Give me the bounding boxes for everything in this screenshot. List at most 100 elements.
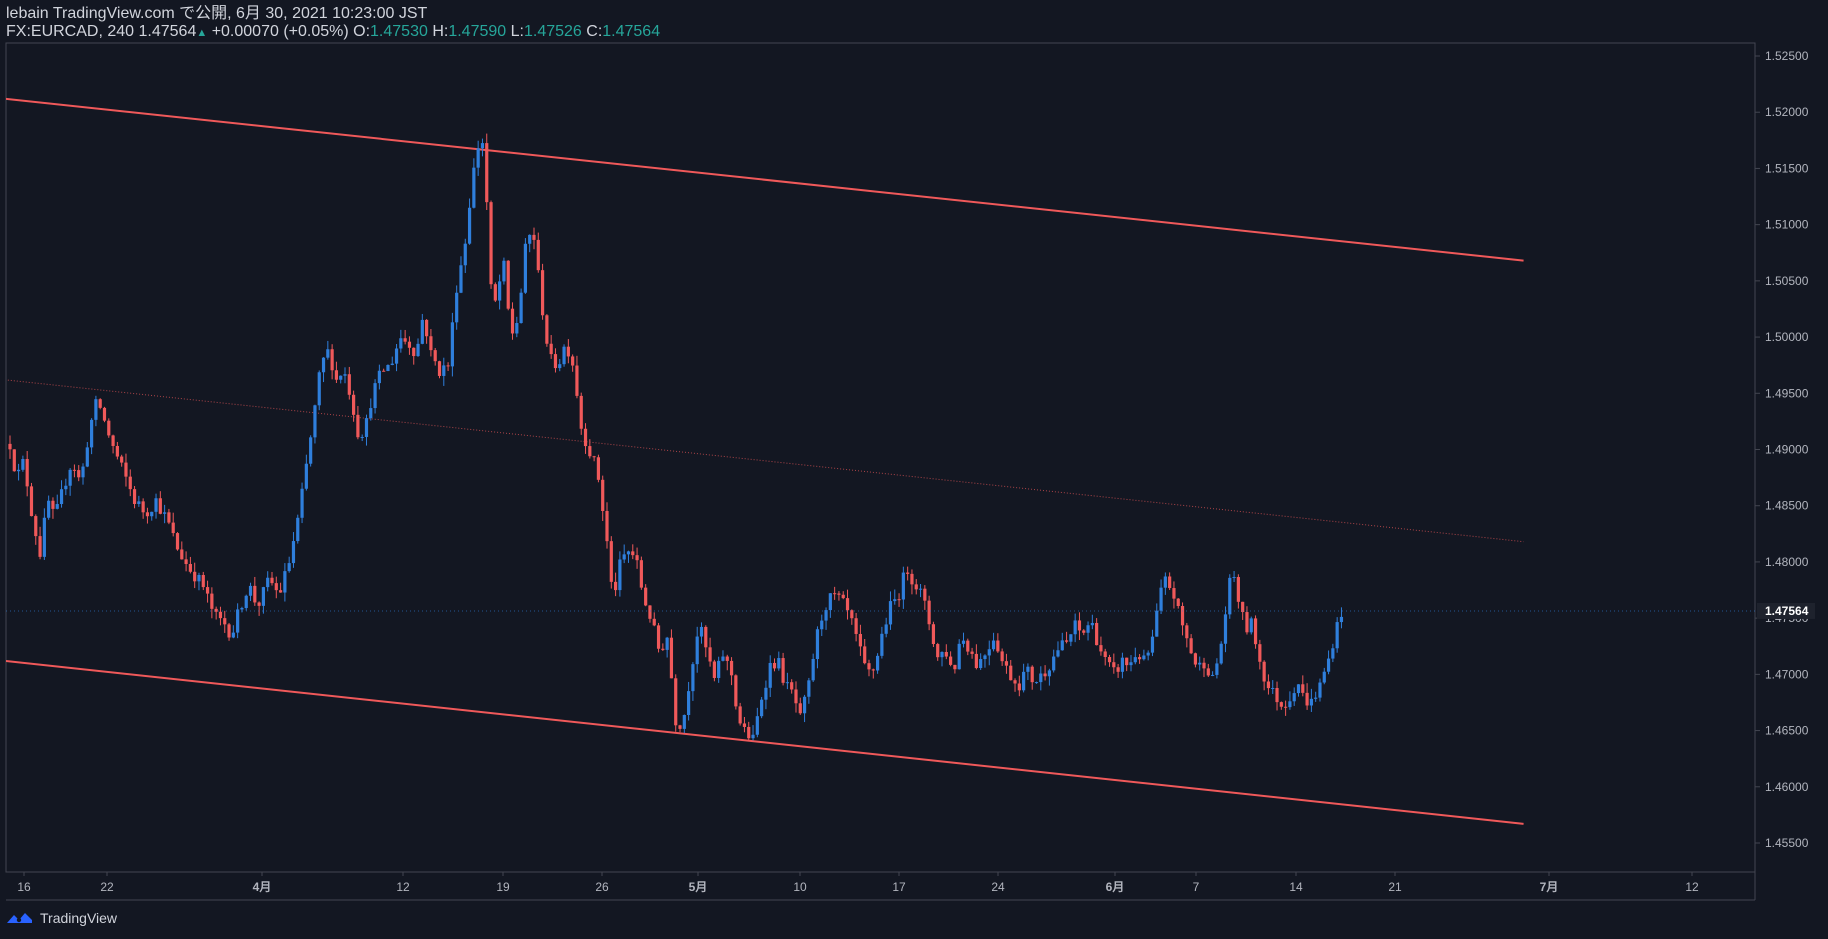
- candle-body: [1073, 620, 1077, 635]
- candle-body: [528, 234, 532, 244]
- candle-body: [94, 399, 98, 420]
- candle-body: [549, 343, 553, 355]
- candle-body: [278, 590, 283, 593]
- candle-body: [120, 456, 124, 463]
- candle-body: [1082, 630, 1086, 633]
- candle-body: [755, 716, 759, 735]
- candle-body: [463, 243, 467, 266]
- candle-body: [510, 308, 515, 334]
- candle-body: [369, 408, 373, 419]
- candle-body: [1271, 687, 1275, 689]
- candle-body: [1206, 668, 1210, 676]
- candle-body: [768, 662, 772, 688]
- candle-body: [712, 661, 716, 678]
- candle-body: [1077, 620, 1082, 631]
- candle-body: [858, 633, 863, 647]
- candle-body: [669, 637, 674, 679]
- candle-body: [1232, 577, 1236, 579]
- candle-body: [566, 346, 570, 357]
- candle-body: [691, 664, 695, 692]
- low-value: 1.47526: [523, 23, 582, 40]
- candle-body: [695, 636, 699, 665]
- candle-body: [1034, 682, 1039, 684]
- candle-body: [317, 372, 321, 406]
- symbol-label[interactable]: FX:EURCAD, 240: [6, 23, 135, 40]
- candle-body: [291, 541, 296, 564]
- candle-body: [266, 577, 270, 588]
- candle-body: [1172, 588, 1176, 599]
- candle-body: [1043, 673, 1047, 677]
- candle-body: [1266, 681, 1271, 689]
- time-tick-label: 5月: [689, 880, 708, 894]
- candle-body: [111, 435, 115, 446]
- candle-body: [459, 265, 463, 293]
- candle-body: [949, 656, 953, 665]
- candle-body: [412, 347, 416, 357]
- price-tick-label: 1.46000: [1765, 780, 1809, 794]
- candle-body: [540, 270, 545, 316]
- candle-body: [223, 618, 227, 625]
- time-tick-label: 24: [991, 880, 1005, 894]
- candle-body: [47, 500, 51, 518]
- candle-body: [1004, 661, 1009, 666]
- candle-body: [1223, 614, 1228, 644]
- candle-body: [210, 593, 214, 609]
- candle-body: [1064, 640, 1069, 642]
- price-tick-label: 1.46500: [1765, 724, 1809, 738]
- candle-body: [1305, 692, 1309, 706]
- time-tick-label: 26: [595, 880, 609, 894]
- close-value: 1.47564: [602, 23, 661, 40]
- candle-body: [1009, 665, 1013, 681]
- candle-body: [476, 148, 480, 168]
- candle-body: [987, 649, 991, 656]
- candle-body: [309, 437, 313, 464]
- candle-body: [936, 644, 940, 658]
- candle-body: [682, 714, 686, 729]
- candle-body: [1185, 625, 1189, 639]
- open-value: 1.47530: [370, 23, 428, 40]
- candle-body: [12, 449, 16, 472]
- candle-body: [592, 456, 596, 458]
- candle-body: [674, 678, 678, 726]
- candle-body: [845, 598, 850, 611]
- candle-body: [1193, 653, 1198, 665]
- candle-body: [1228, 577, 1232, 615]
- candle-body: [944, 651, 948, 657]
- candle-body: [704, 626, 708, 648]
- candle-body: [1219, 643, 1223, 664]
- candle-body: [708, 647, 712, 662]
- candle-body: [940, 651, 944, 658]
- candle-body: [721, 656, 725, 661]
- candle-body: [98, 399, 102, 408]
- price-tick-label: 1.50500: [1765, 274, 1809, 288]
- candle-body: [339, 375, 343, 380]
- candle-body: [197, 574, 201, 582]
- candle-body: [781, 658, 785, 683]
- candle-body: [261, 587, 266, 606]
- candle-body: [257, 602, 261, 606]
- candle-body: [218, 611, 223, 619]
- candle-body: [16, 469, 21, 472]
- candle-body: [394, 348, 399, 364]
- candle-body: [596, 457, 601, 480]
- candle-body: [321, 357, 326, 373]
- candle-body: [661, 648, 665, 650]
- candle-body: [300, 488, 304, 518]
- candle-body: [420, 319, 424, 344]
- candle-body: [1275, 687, 1279, 703]
- channel-overlays: [6, 97, 1524, 825]
- candle-body: [72, 469, 77, 471]
- candle-body: [1095, 622, 1099, 646]
- price-axis[interactable]: 1.52500 1.52000 1.51500 1.51000 1.50500 1.500…: [1755, 49, 1815, 850]
- candle-body: [1189, 638, 1193, 654]
- candle-body: [313, 405, 317, 438]
- candle-body: [467, 207, 472, 244]
- tradingview-logo-icon[interactable]: [6, 910, 34, 926]
- candle-body: [953, 664, 957, 670]
- time-axis[interactable]: 16 22 4月 12 19 26 5月 10 17 24 6月 7 14 21 7月 12: [17, 872, 1699, 894]
- footer-brand[interactable]: TradingView: [40, 910, 118, 926]
- candle-body: [966, 640, 970, 652]
- candle-body: [923, 588, 927, 601]
- candle-body: [437, 361, 442, 376]
